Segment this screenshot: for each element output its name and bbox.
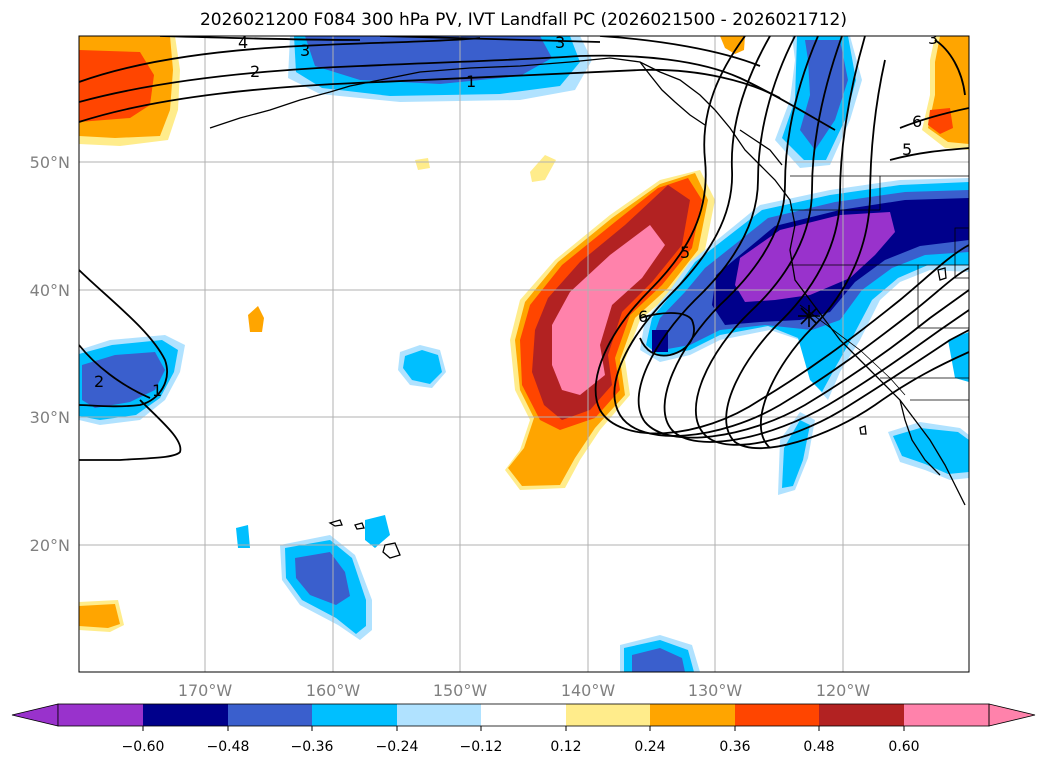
colorbar-segment [735,704,819,726]
shading-small-k [236,525,250,548]
contour-label: 1 [466,72,476,91]
contour-label: 3 [928,29,938,48]
shading-positive-streamer [505,170,715,490]
contour-label: 4 [238,33,248,52]
map-title: 2026021200 F084 300 hPa PV, IVT Landfall… [199,10,847,30]
landfall-star-marker [798,305,820,327]
colorbar-tick-label: 0.60 [888,739,919,755]
shading-negative-west [79,335,185,425]
shading-negative-north [288,36,592,102]
colorbar-segment [58,704,143,726]
colorbar-segment [481,704,566,726]
latitude-labels: 50°N 40°N 30°N 20°N [30,153,70,555]
map-frame [78,35,970,673]
colorbar-extend-high [988,703,1036,727]
shading-positive-top [720,36,745,54]
colorbar-tick-label: −0.60 [122,739,165,755]
colorbar-tick-label: 0.48 [803,739,834,755]
colorbar-extend-low [11,703,59,727]
colorbar-tick-label: −0.12 [460,739,503,755]
contour-label: 5 [680,243,690,262]
contour-label: 1 [152,381,162,400]
lon-label: 140°W [561,681,616,700]
shading-small-c [248,306,264,332]
longitude-labels: 170°W 160°W 150°W 140°W 130°W 120°W [178,681,871,700]
shading-small-a [415,158,430,170]
colorbar-tick-label: −0.36 [291,739,334,755]
colorbar-segment [312,704,397,726]
lon-label: 160°W [306,681,361,700]
shading-negative-east [640,178,969,400]
contour-label: 6 [912,112,922,131]
shading-small-l [365,515,390,548]
colorbar-tick-label: 0.12 [550,739,581,755]
lat-label: 30°N [30,408,70,427]
colorbar-segment [904,704,989,726]
lat-label: 50°N [30,153,70,172]
contour-label: 5 [902,140,912,159]
colorbar-tick-label: −0.48 [207,739,250,755]
colorbar-segment [819,704,904,726]
lon-label: 150°W [433,681,488,700]
coastlines [209,57,966,559]
lon-label: 120°W [816,681,871,700]
shading-small-g [782,420,810,488]
colorbar-segment [228,704,312,726]
colorbar-tick-label: 0.36 [719,739,750,755]
lat-label: 40°N [30,281,70,300]
contour-label: 2 [250,62,260,81]
colorbar: −0.60 −0.48 −0.36 −0.24 −0.12 0.12 0.24 … [11,703,1036,755]
colorbar-tick-label: 0.24 [634,739,665,755]
pv-contours [79,36,969,461]
contour-label: 6 [638,307,648,326]
lon-label: 170°W [178,681,233,700]
contour-label: 3 [300,41,310,60]
contour-label: 2 [94,372,104,391]
shading-small-e [403,350,442,384]
colorbar-segment [650,704,735,726]
colorbar-segment [397,704,481,726]
contour-label: 3 [555,33,565,52]
shading-negative-ne [775,36,862,168]
shading-negative-hawaii [280,535,372,640]
colorbar-segment [566,704,650,726]
colorbar-tick-label: −0.24 [376,739,419,755]
lat-label: 20°N [30,536,70,555]
colorbar-frame [57,703,990,727]
contour-labels: 4 3 3 2 1 5 5 6 6 2 1 3 [94,29,938,400]
colorbar-segment [143,704,228,726]
shading-positive-ne [922,36,969,150]
lon-label: 130°W [688,681,743,700]
shading-positive-sw [79,600,124,632]
shading-negative-south [620,635,700,672]
